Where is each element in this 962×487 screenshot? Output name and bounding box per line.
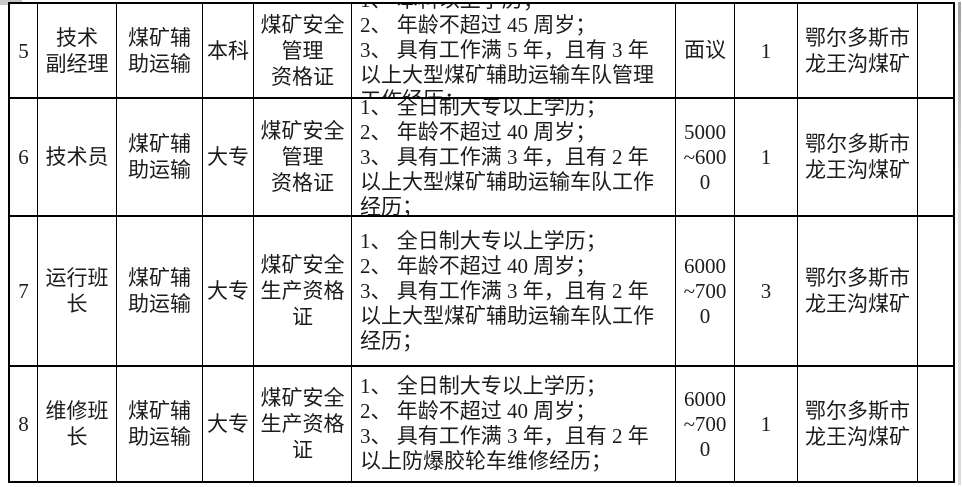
cell-salary: 5000 ~600 0 bbox=[676, 99, 735, 217]
cell-education: 大专 bbox=[203, 99, 254, 217]
cell-location: 鄂尔多斯市 龙王沟煤矿 bbox=[798, 367, 918, 481]
cell-education: 本科 bbox=[203, 4, 254, 99]
cell-certificate: 煤矿安全 管理 资格证 bbox=[254, 4, 352, 99]
cell-extra bbox=[918, 367, 953, 481]
cell-row-number: 7 bbox=[10, 217, 38, 367]
cell-department: 煤矿辅 助运输 bbox=[117, 99, 203, 217]
cell-certificate: 煤矿安全 生产资格 证 bbox=[254, 217, 352, 367]
cell-requirements: 1、 全日制大专以上学历； 2、 年龄不超过 40 周岁； 3、 具有工作满 3… bbox=[352, 367, 676, 481]
cell-requirements: 1、 全日制大专以上学历； 2、 年龄不超过 40 周岁； 3、 具有工作满 3… bbox=[352, 217, 676, 367]
cell-position: 运行班 长 bbox=[38, 217, 117, 367]
cell-certificate: 煤矿安全 管理 资格证 bbox=[254, 99, 352, 217]
cell-row-number: 8 bbox=[10, 367, 38, 481]
cell-location: 鄂尔多斯市 龙王沟煤矿 bbox=[798, 99, 918, 217]
cell-position: 技术 副经理 bbox=[38, 4, 117, 99]
cell-salary: 面议 bbox=[676, 4, 735, 99]
cell-position: 维修班 长 bbox=[38, 367, 117, 481]
cell-requirements: 1、 全日制大专以上学历； 2、 年龄不超过 40 周岁； 3、 具有工作满 3… bbox=[352, 99, 676, 217]
cell-department: 煤矿辅 助运输 bbox=[117, 217, 203, 367]
cell-location: 鄂尔多斯市 龙王沟煤矿 bbox=[798, 4, 918, 99]
screenshot-fragment-right-edge bbox=[958, 2, 961, 485]
cell-headcount: 3 bbox=[735, 217, 798, 367]
recruitment-table: 5 技术 副经理 煤矿辅 助运输 本科 煤矿安全 管理 资格证 1、 本科以上学… bbox=[8, 2, 955, 483]
cell-headcount: 1 bbox=[735, 4, 798, 99]
cell-location: 鄂尔多斯市 龙王沟煤矿 bbox=[798, 217, 918, 367]
cell-position: 技术员 bbox=[38, 99, 117, 217]
cell-department: 煤矿辅 助运输 bbox=[117, 367, 203, 481]
cell-extra bbox=[918, 217, 953, 367]
cell-requirements: 1、 本科以上学历； 2、 年龄不超过 45 周岁； 3、 具有工作满 5 年，… bbox=[352, 4, 676, 99]
cell-extra bbox=[918, 99, 953, 217]
cell-salary: 6000 ~700 0 bbox=[676, 367, 735, 481]
cell-row-number: 6 bbox=[10, 99, 38, 217]
cell-extra bbox=[918, 4, 953, 99]
cell-headcount: 1 bbox=[735, 367, 798, 481]
cell-headcount: 1 bbox=[735, 99, 798, 217]
cell-education: 大专 bbox=[203, 217, 254, 367]
cell-department: 煤矿辅 助运输 bbox=[117, 4, 203, 99]
cell-salary: 6000 ~700 0 bbox=[676, 217, 735, 367]
cell-certificate: 煤矿安全 生产资格 证 bbox=[254, 367, 352, 481]
cell-education: 大专 bbox=[203, 367, 254, 481]
cell-row-number: 5 bbox=[10, 4, 38, 99]
